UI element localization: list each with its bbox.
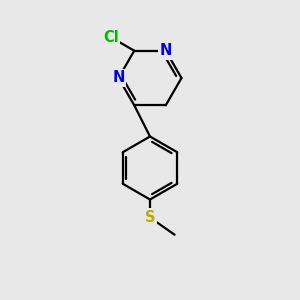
Text: S: S bbox=[145, 210, 155, 225]
Text: Cl: Cl bbox=[103, 30, 119, 45]
Text: N: N bbox=[160, 43, 172, 58]
Text: N: N bbox=[112, 70, 125, 86]
